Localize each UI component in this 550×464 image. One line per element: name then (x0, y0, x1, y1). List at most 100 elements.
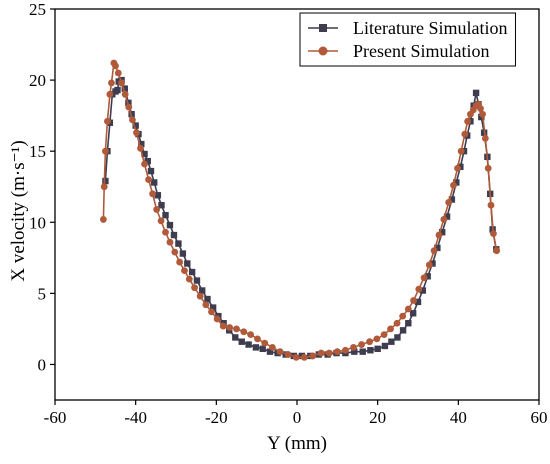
data-point (284, 351, 292, 358)
legend-marker-literature (319, 24, 327, 32)
data-point (188, 268, 196, 276)
data-point (479, 110, 486, 118)
data-point (114, 69, 122, 77)
data-point (484, 164, 492, 172)
data-point (102, 147, 109, 155)
data-point (448, 196, 456, 203)
data-point (405, 320, 412, 327)
data-point (430, 247, 438, 255)
data-point (171, 248, 179, 256)
data-point (102, 177, 109, 185)
data-point (141, 150, 148, 158)
data-point (144, 157, 151, 165)
legend-marker-present (318, 46, 328, 56)
data-point (208, 308, 215, 316)
legend: Literature Simulation Present Simulation (299, 12, 516, 67)
data-point (350, 343, 357, 351)
data-point (415, 285, 423, 293)
data-point (445, 198, 453, 206)
data-point (414, 298, 422, 306)
data-point (453, 179, 460, 186)
data-point (151, 179, 158, 186)
data-point (454, 164, 461, 172)
data-point (366, 338, 373, 346)
data-point (181, 267, 188, 275)
data-point (317, 349, 325, 357)
data-point (420, 274, 428, 282)
data-point (399, 327, 407, 334)
legend-label-literature: Literature Simulation (353, 18, 507, 38)
data-point (166, 221, 174, 229)
data-point (461, 130, 469, 138)
data-point (380, 331, 388, 338)
data-point (342, 346, 349, 354)
data-point (226, 324, 234, 331)
data-point (125, 103, 133, 111)
data-point (261, 339, 269, 347)
data-point (238, 338, 245, 345)
series-line (102, 62, 498, 359)
data-point (145, 176, 152, 184)
data-point (157, 217, 165, 225)
data-point (419, 287, 427, 294)
data-point (333, 348, 341, 356)
data-point (153, 206, 161, 213)
data-point (381, 342, 389, 350)
data-point (100, 216, 107, 223)
data-point (147, 167, 155, 175)
x-tick-label: -60 (44, 408, 67, 427)
data-point (106, 90, 114, 98)
data-point (477, 105, 484, 112)
data-point (325, 349, 333, 357)
data-point (399, 312, 407, 320)
data-point (358, 341, 365, 348)
data-point (121, 85, 128, 92)
y-tick-label: 15 (29, 142, 46, 161)
data-point (425, 261, 433, 269)
y-tick-label: 5 (38, 284, 47, 303)
y-axis-title: X velocity (m·s⁻¹) (8, 140, 29, 281)
data-point (166, 238, 174, 246)
data-point (196, 292, 204, 300)
y-tick-label: 10 (29, 213, 46, 232)
data-point (176, 258, 184, 266)
data-point (254, 335, 261, 343)
axes (54, 8, 540, 401)
data-point (276, 348, 284, 356)
x-tick-label: 40 (450, 408, 467, 427)
data-point (409, 310, 417, 317)
legend-box (299, 12, 516, 67)
data-point (487, 201, 495, 209)
data-point (359, 348, 366, 355)
data-point (184, 260, 191, 267)
data-point (185, 275, 193, 283)
x-tick-label: -20 (205, 408, 228, 427)
data-point (424, 273, 431, 280)
x-axis-title: Y (mm) (267, 433, 327, 454)
data-point (213, 315, 221, 323)
data-point (410, 297, 417, 304)
data-point (292, 353, 300, 361)
data-point (133, 129, 140, 137)
data-point (367, 347, 374, 354)
data-point (129, 116, 136, 124)
data-point (493, 247, 501, 255)
y-tick-label: 20 (29, 71, 46, 90)
data-point (450, 181, 457, 189)
data-point (132, 122, 139, 129)
data-point (162, 211, 169, 219)
data-point (373, 335, 381, 343)
data-point (300, 353, 308, 361)
data-point (179, 250, 187, 257)
plot-frame (54, 8, 540, 401)
data-point (309, 352, 317, 360)
data-point (209, 304, 217, 311)
data-point (247, 331, 255, 338)
data-point (464, 117, 472, 125)
data-point (112, 62, 119, 70)
data-point (154, 192, 162, 199)
x-tick-label: 60 (531, 408, 548, 427)
data-point (240, 328, 248, 336)
data-point (374, 345, 381, 353)
